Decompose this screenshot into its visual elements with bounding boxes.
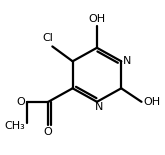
Text: Cl: Cl [43,33,54,43]
Text: N: N [95,102,103,112]
Text: N: N [123,56,132,66]
Text: CH₃: CH₃ [4,121,25,131]
Text: OH: OH [144,97,161,107]
Text: O: O [16,97,25,107]
Text: O: O [43,127,52,137]
Text: OH: OH [88,14,105,24]
